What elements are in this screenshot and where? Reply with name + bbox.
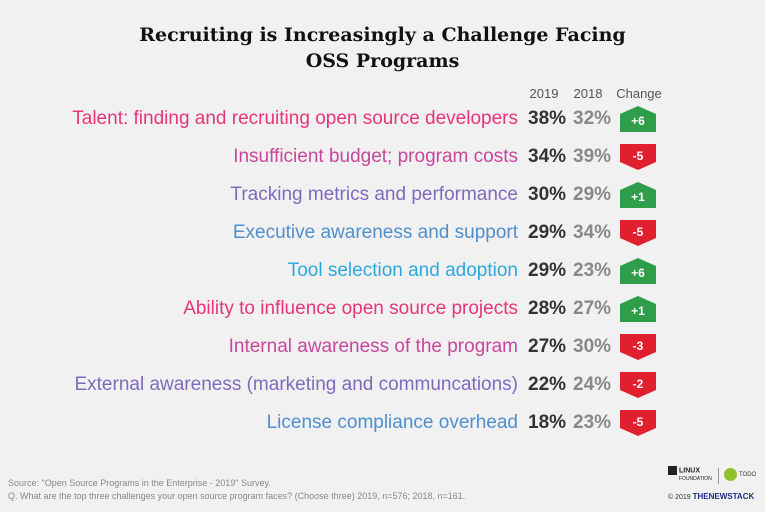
change-value: +6 [631, 114, 645, 128]
table-row: Tool selection and adoption 29% 23% +6 [0, 254, 765, 292]
value-2019: 22% [528, 374, 567, 395]
row-label: External awareness (marketing and commun… [74, 374, 518, 395]
row-label: Insufficient budget; program costs [233, 146, 518, 167]
row-label: Tracking metrics and performance [230, 184, 518, 205]
value-2019: 28% [528, 298, 567, 319]
table-row: Executive awareness and support 29% 34% -5 [0, 216, 765, 254]
footer-question: Q. What are the top three challenges you… [8, 491, 466, 501]
change-value: -5 [632, 225, 644, 239]
chart-title: Recruiting is Increasingly a Challenge F… [0, 22, 765, 74]
row-label: Ability to influence open source project… [183, 298, 518, 319]
row-label: Executive awareness and support [232, 222, 518, 243]
change-badge-up: +1 [620, 296, 656, 322]
logos: LINUX FOUNDATION TODO © 2019 THENEWSTACK [664, 466, 760, 506]
change-badge-up: +6 [620, 258, 656, 284]
todo-icon [724, 468, 737, 481]
table-row: Insufficient budget; program costs 34% 39%… [0, 140, 765, 178]
change-value: -3 [632, 339, 644, 353]
column-header-change: Change [616, 86, 662, 101]
value-2018: 30% [573, 336, 612, 357]
change-badge-down: -3 [620, 334, 656, 360]
table-row: Talent: finding and recruiting open sour… [0, 102, 765, 140]
change-badge-down: -5 [620, 410, 656, 436]
change-badge-up: +1 [620, 182, 656, 208]
change-value: -2 [632, 377, 644, 391]
change-badge-down: -5 [620, 220, 656, 246]
value-2018: 34% [573, 222, 612, 243]
value-2018: 23% [573, 412, 612, 433]
change-badge-down: -5 [620, 144, 656, 170]
value-2019: 27% [528, 336, 567, 357]
value-2019: 30% [528, 184, 567, 205]
value-2018: 24% [573, 374, 612, 395]
value-2019: 29% [528, 260, 567, 281]
change-value: +1 [631, 304, 645, 318]
row-label: Tool selection and adoption [287, 260, 518, 281]
value-2019: 29% [528, 222, 567, 243]
value-2018: 39% [573, 146, 612, 167]
linux-foundation-logo: LINUX FOUNDATION [668, 466, 712, 483]
row-label: Talent: finding and recruiting open sour… [72, 108, 518, 129]
thenewstack-logo: © 2019 THENEWSTACK [668, 492, 755, 501]
table-row: External awareness (marketing and commun… [0, 368, 765, 406]
chart-title-line2: OSS Programs [305, 50, 460, 72]
change-badge-down: -2 [620, 372, 656, 398]
table-row: Ability to influence open source project… [0, 292, 765, 330]
row-label: Internal awareness of the program [228, 336, 518, 357]
todo-logo: TODO [724, 468, 756, 481]
change-value: -5 [632, 415, 644, 429]
change-value: +1 [631, 190, 645, 204]
value-2018: 32% [573, 108, 612, 129]
value-2018: 23% [573, 260, 612, 281]
row-label: License compliance overhead [266, 412, 518, 433]
table-row: Internal awareness of the program 27% 30% -… [0, 330, 765, 368]
column-header-2019: 2019 [529, 86, 559, 101]
chart-title-line1: Recruiting is Increasingly a Challenge F… [139, 24, 626, 46]
change-value: -5 [632, 149, 644, 163]
logo-divider [718, 468, 719, 484]
change-value: +6 [631, 266, 645, 280]
value-2019: 18% [528, 412, 567, 433]
table-row: License compliance overhead 18% 23% -5 [0, 406, 765, 444]
footer-source: Source: "Open Source Programs in the Ent… [8, 478, 271, 488]
change-badge-up: +6 [620, 106, 656, 132]
value-2018: 27% [573, 298, 612, 319]
value-2018: 29% [573, 184, 612, 205]
table-row: Tracking metrics and performance 30% 29% +1 [0, 178, 765, 216]
column-header-2018: 2018 [573, 86, 603, 101]
value-2019: 34% [528, 146, 567, 167]
linux-foundation-icon [668, 466, 677, 475]
value-2019: 38% [528, 108, 567, 129]
